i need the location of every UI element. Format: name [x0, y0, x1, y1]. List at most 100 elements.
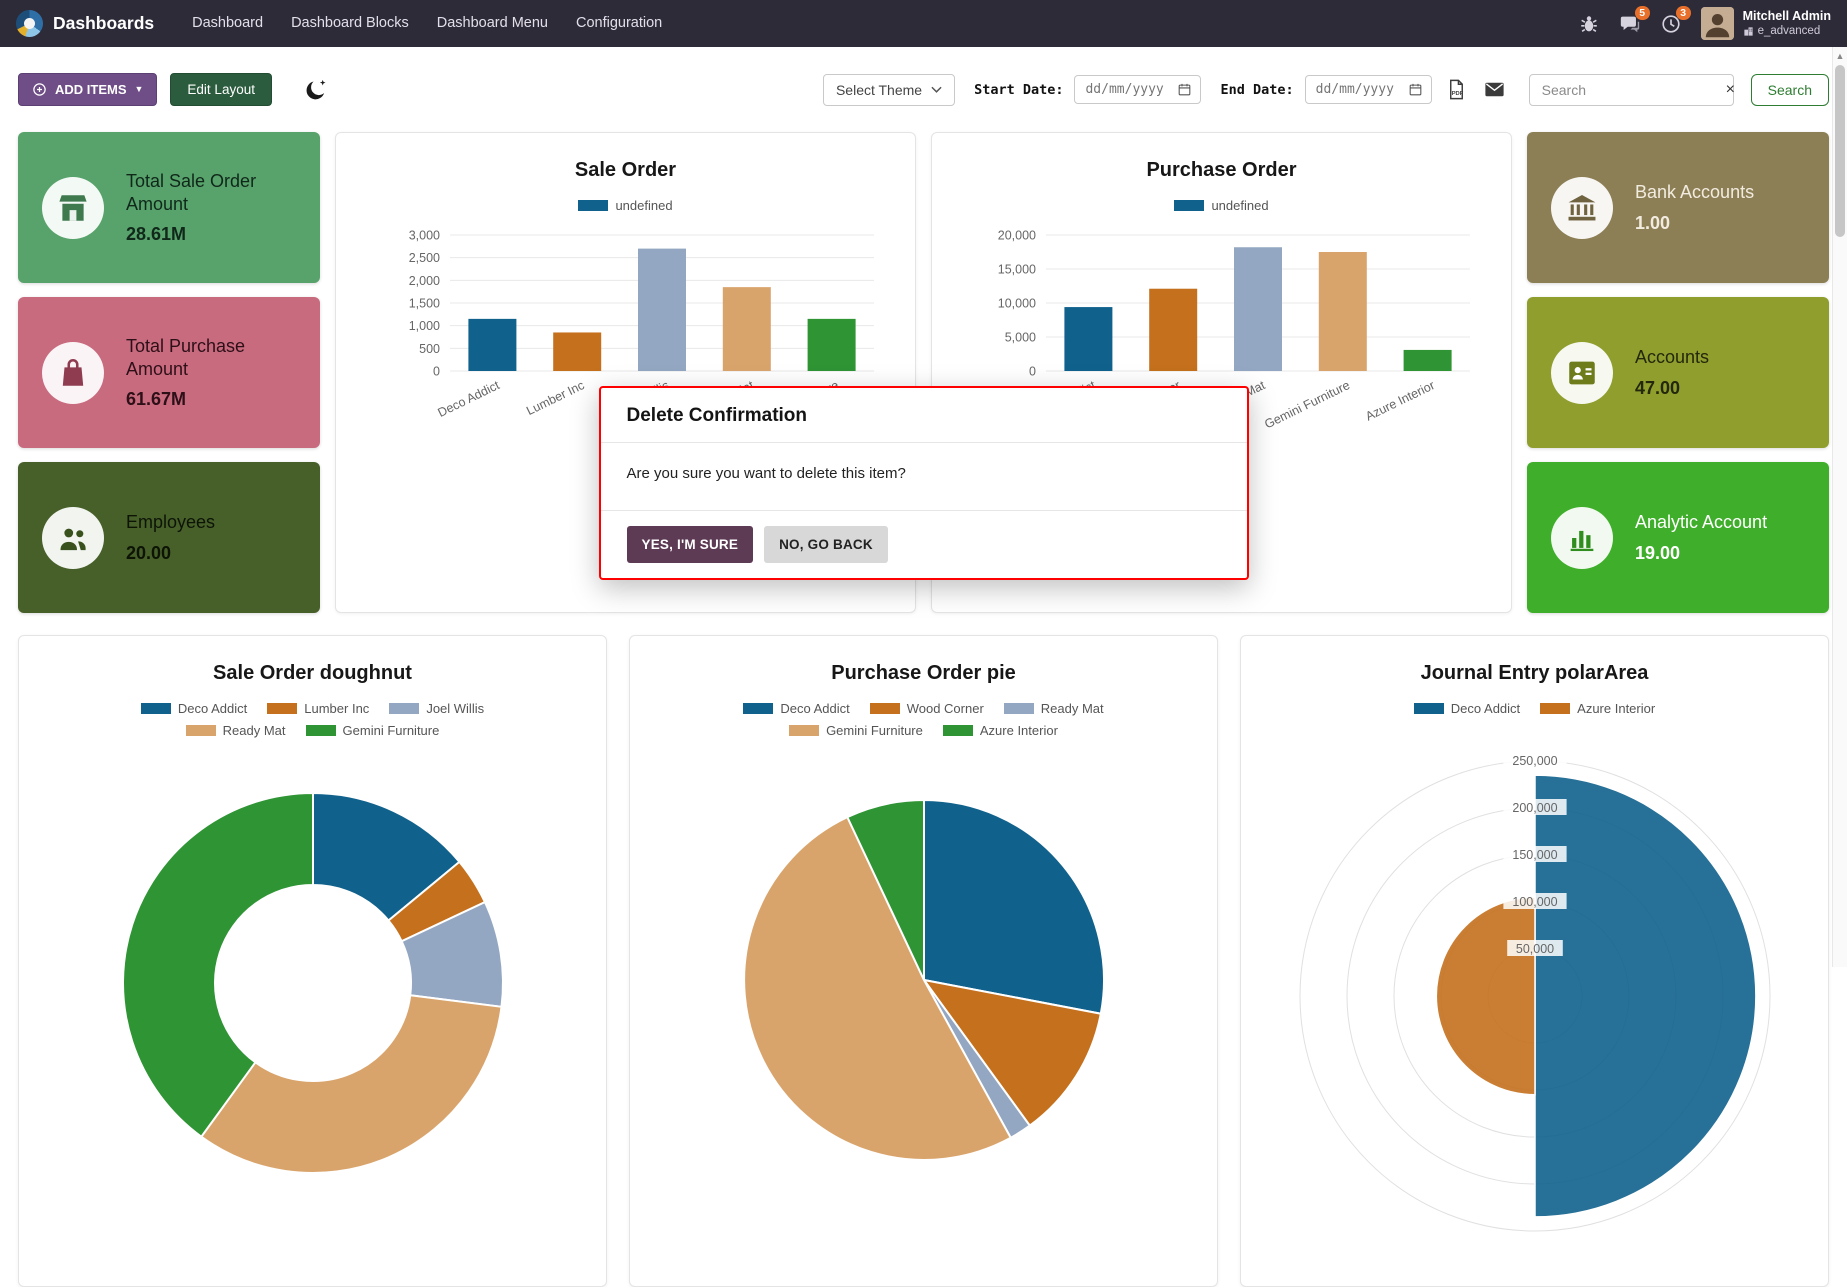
kpi-tile-bank-accounts[interactable]: Bank Accounts 1.00	[1527, 132, 1829, 283]
y-axis-label: 5,000	[1004, 331, 1035, 345]
legend-item[interactable]: undefined	[1174, 198, 1268, 213]
legend-label: Deco Addict	[178, 701, 247, 716]
legend-item[interactable]: Azure Interior	[943, 723, 1058, 738]
cancel-delete-button[interactable]: NO, GO BACK	[764, 526, 888, 563]
kpi-tile-analytic-account[interactable]: Analytic Account 19.00	[1527, 462, 1829, 613]
search-button[interactable]: Search	[1751, 74, 1829, 106]
kpi-tile-employees[interactable]: Employees 20.00	[18, 462, 320, 613]
modal-header: Delete Confirmation	[601, 388, 1247, 443]
dark-mode-toggle[interactable]	[299, 77, 333, 103]
legend-label: Joel Willis	[426, 701, 484, 716]
select-theme-dropdown[interactable]: Select Theme	[823, 74, 955, 106]
nav-item-dashboard-blocks[interactable]: Dashboard Blocks	[277, 0, 423, 47]
nav-item-configuration[interactable]: Configuration	[562, 0, 676, 47]
tile-title: Analytic Account	[1635, 511, 1767, 534]
edit-layout-button[interactable]: Edit Layout	[170, 73, 272, 106]
bar-segment[interactable]	[1149, 289, 1197, 371]
vertical-scrollbar[interactable]: ▲	[1832, 47, 1847, 967]
export-pdf-button[interactable]: PDF	[1443, 76, 1470, 103]
user-menu[interactable]: Mitchell Admin e_advanced	[1701, 7, 1831, 40]
calendar-icon[interactable]	[1408, 82, 1423, 97]
end-date-input[interactable]	[1314, 81, 1402, 98]
polar-slice[interactable]	[1535, 775, 1756, 1217]
r-axis-label: 50,000	[1515, 942, 1553, 956]
legend-item[interactable]: Deco Addict	[141, 701, 247, 716]
app-logo-icon[interactable]	[16, 10, 43, 37]
shopping-bag-icon	[42, 342, 104, 404]
tile-value: 1.00	[1635, 213, 1754, 234]
clear-search-icon[interactable]: ×	[1725, 82, 1736, 98]
nav-item-dashboard-menu[interactable]: Dashboard Menu	[423, 0, 562, 47]
start-date-field[interactable]	[1074, 75, 1201, 104]
activities-clock-icon[interactable]: 3	[1660, 13, 1682, 35]
kpi-tile-total-purchase[interactable]: Total Purchase Amount 61.67M	[18, 297, 320, 448]
bar-segment[interactable]	[1318, 252, 1366, 371]
brand-title[interactable]: Dashboards	[53, 13, 154, 34]
bar-segment[interactable]	[1403, 350, 1451, 371]
store-icon	[42, 177, 104, 239]
polar-slice[interactable]	[1436, 897, 1535, 1094]
bar-segment[interactable]	[1234, 247, 1282, 371]
legend-item[interactable]: Deco Addict	[743, 701, 849, 716]
start-date-input[interactable]	[1083, 81, 1171, 98]
tile-title: Employees	[126, 511, 215, 534]
search-input[interactable]	[1540, 81, 1725, 99]
legend-label: Azure Interior	[1577, 701, 1655, 716]
contacts-icon	[1551, 342, 1613, 404]
legend-item[interactable]: Lumber Inc	[267, 701, 369, 716]
confirm-delete-button[interactable]: YES, I'M SURE	[627, 526, 754, 563]
chart-title: Sale Order doughnut	[27, 662, 598, 685]
r-axis-label: 100,000	[1512, 895, 1557, 909]
calendar-icon[interactable]	[1177, 82, 1192, 97]
kpi-tile-total-sale-order[interactable]: Total Sale Order Amount 28.61M	[18, 132, 320, 283]
legend-item[interactable]: undefined	[578, 198, 672, 213]
legend-item[interactable]: Gemini Furniture	[789, 723, 923, 738]
kpi-tile-accounts[interactable]: Accounts 47.00	[1527, 297, 1829, 448]
tile-value: 28.61M	[126, 224, 272, 245]
bar-segment[interactable]	[1064, 307, 1112, 371]
legend-item[interactable]: Gemini Furniture	[306, 723, 440, 738]
tile-title: Bank Accounts	[1635, 181, 1754, 204]
chart-title: Purchase Order pie	[638, 662, 1209, 685]
bar-segment[interactable]	[722, 287, 770, 371]
scroll-up-arrow[interactable]: ▲	[1833, 47, 1847, 61]
chart-legend: undefined	[1002, 198, 1442, 213]
envelope-icon	[1483, 78, 1506, 101]
bar-segment[interactable]	[638, 249, 686, 371]
bug-icon[interactable]	[1578, 13, 1600, 35]
legend-item[interactable]: Ready Mat	[186, 723, 286, 738]
bar-segment[interactable]	[807, 319, 855, 371]
sale-order-doughnut-chart	[53, 748, 573, 1178]
legend-item[interactable]: Wood Corner	[870, 701, 984, 716]
x-axis-label: Gemini Furniture	[1262, 378, 1352, 431]
r-axis-label: 150,000	[1512, 848, 1557, 862]
end-date-field[interactable]	[1305, 75, 1432, 104]
right-kpi-column: Bank Accounts 1.00 Accounts 47.00	[1527, 132, 1829, 613]
legend-label: undefined	[615, 198, 672, 213]
legend-item[interactable]: Joel Willis	[389, 701, 484, 716]
legend-swatch	[1174, 200, 1204, 211]
user-avatar	[1701, 7, 1734, 40]
search-field[interactable]: ×	[1529, 74, 1734, 106]
add-items-button[interactable]: ADD ITEMS ▼	[18, 73, 157, 106]
legend-label: Ready Mat	[223, 723, 286, 738]
legend-item[interactable]: Ready Mat	[1004, 701, 1104, 716]
legend-item[interactable]: Deco Addict	[1414, 701, 1520, 716]
legend-label: Gemini Furniture	[343, 723, 440, 738]
modal-footer: YES, I'M SURE NO, GO BACK	[601, 510, 1247, 578]
bar-segment[interactable]	[553, 332, 601, 371]
send-mail-button[interactable]	[1481, 76, 1508, 103]
legend-label: Ready Mat	[1041, 701, 1104, 716]
legend-label: Lumber Inc	[304, 701, 369, 716]
legend-swatch	[186, 725, 216, 736]
legend-item[interactable]: Azure Interior	[1540, 701, 1655, 716]
x-axis-label: Deco Addict	[435, 378, 502, 420]
messages-icon[interactable]: 5	[1619, 13, 1641, 35]
scrollbar-thumb[interactable]	[1835, 65, 1845, 237]
bar-segment[interactable]	[468, 319, 516, 371]
y-axis-label: 1,500	[408, 297, 439, 311]
pie-slice[interactable]	[201, 995, 501, 1173]
pie-slice[interactable]	[924, 800, 1104, 1014]
nav-item-dashboard[interactable]: Dashboard	[178, 0, 277, 47]
